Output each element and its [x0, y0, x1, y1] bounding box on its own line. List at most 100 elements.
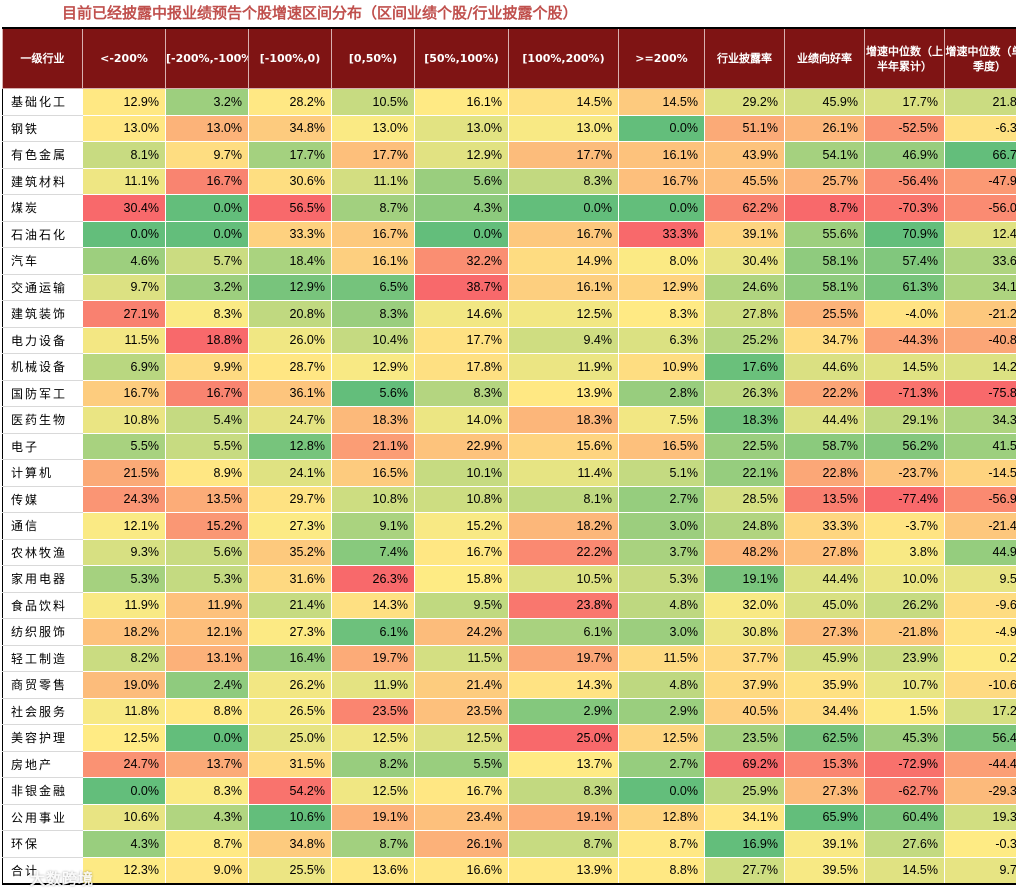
value-cell: 25.2%: [704, 326, 785, 354]
value-cell: 33.3%: [248, 220, 332, 248]
chart-title: 目前已经披露中报业绩预告个股增速区间分布（区间业绩个股/行业披露个股）: [62, 4, 578, 22]
value-cell: 8.3%: [165, 777, 249, 805]
value-cell: 26.1%: [414, 830, 509, 858]
value-cell: 45.9%: [784, 644, 865, 672]
header-col-0: <-200%: [82, 27, 166, 89]
value-cell: 12.9%: [331, 353, 415, 381]
value-cell: 61.3%: [864, 273, 945, 301]
value-cell: 12.5%: [331, 777, 415, 805]
value-cell: 57.4%: [864, 247, 945, 275]
value-cell: 10.6%: [82, 803, 166, 831]
value-cell: 9.1%: [331, 512, 415, 540]
value-cell: -23.7%: [864, 459, 945, 487]
value-cell: 12.5%: [82, 724, 166, 752]
value-cell: 0.0%: [618, 777, 705, 805]
value-cell: 12.9%: [414, 141, 509, 169]
value-cell: 16.7%: [165, 167, 249, 195]
value-cell: 18.3%: [508, 406, 619, 434]
value-cell: 19.7%: [508, 644, 619, 672]
value-cell: 25.0%: [248, 724, 332, 752]
value-cell: 39.5%: [784, 856, 865, 885]
value-cell: 11.5%: [414, 644, 509, 672]
value-cell: 30.4%: [704, 247, 785, 275]
value-cell: 25.5%: [784, 300, 865, 328]
table-row: 非银金融 0.0% 8.3% 54.2% 12.5% 16.7% 8.3% 0.0% 25.9%…: [2, 777, 1016, 805]
industry-name: 公用事业: [2, 803, 83, 831]
value-cell: 22.2%: [508, 538, 619, 566]
value-cell: 12.9%: [618, 273, 705, 301]
value-cell: -40.8%: [944, 326, 1016, 354]
value-cell: 12.5%: [508, 300, 619, 328]
industry-distribution-table: 一级行业 <-200% [-200%,-100%) [-100%,0) [0,50%)…: [2, 27, 1016, 885]
value-cell: 0.0%: [82, 220, 166, 248]
value-cell: 11.1%: [331, 167, 415, 195]
value-cell: 4.8%: [618, 591, 705, 619]
value-cell: 16.5%: [331, 459, 415, 487]
value-cell: 26.3%: [704, 379, 785, 407]
value-cell: 11.5%: [618, 644, 705, 672]
value-cell: 23.4%: [414, 803, 509, 831]
value-cell: -77.4%: [864, 485, 945, 513]
table-row: 机械设备 6.9% 9.9% 28.7% 12.9% 17.8% 11.9% 10.9% 17.…: [2, 353, 1016, 381]
value-cell: 0.0%: [165, 194, 249, 222]
value-cell: 24.1%: [248, 459, 332, 487]
industry-name: 传媒: [2, 485, 83, 513]
value-cell: 10.1%: [414, 459, 509, 487]
value-cell: 58.1%: [784, 247, 865, 275]
value-cell: -72.9%: [864, 750, 945, 778]
value-cell: 9.4%: [508, 326, 619, 354]
value-cell: 2.8%: [618, 379, 705, 407]
value-cell: 44.6%: [784, 353, 865, 381]
value-cell: 35.2%: [248, 538, 332, 566]
header-col-1: [-200%,-100%): [165, 27, 249, 89]
value-cell: 27.1%: [82, 300, 166, 328]
value-cell: 25.7%: [784, 167, 865, 195]
value-cell: 13.0%: [82, 114, 166, 142]
value-cell: 8.9%: [165, 459, 249, 487]
value-cell: 4.3%: [414, 194, 509, 222]
value-cell: 22.5%: [704, 432, 785, 460]
value-cell: 3.2%: [165, 88, 249, 116]
value-cell: 15.8%: [414, 565, 509, 593]
value-cell: 33.3%: [618, 220, 705, 248]
value-cell: -21.4%: [944, 512, 1016, 540]
value-cell: 34.8%: [248, 114, 332, 142]
value-cell: 11.9%: [82, 591, 166, 619]
value-cell: 8.8%: [618, 856, 705, 885]
value-cell: 37.7%: [704, 644, 785, 672]
value-cell: 16.4%: [248, 644, 332, 672]
value-cell: 21.4%: [248, 591, 332, 619]
industry-name: 美容护理: [2, 724, 83, 752]
header-col-4: [50%,100%): [414, 27, 509, 89]
value-cell: -21.2%: [944, 300, 1016, 328]
value-cell: 12.1%: [82, 512, 166, 540]
value-cell: 8.3%: [618, 300, 705, 328]
table-body: 基础化工 12.9% 3.2% 28.2% 10.5% 16.1% 14.5% 14.5% 29…: [2, 88, 1016, 885]
value-cell: 54.1%: [784, 141, 865, 169]
header-col-10: 增速中位数（单二季度）: [944, 27, 1016, 89]
value-cell: 22.2%: [784, 379, 865, 407]
value-cell: 12.8%: [248, 432, 332, 460]
value-cell: 8.3%: [165, 300, 249, 328]
value-cell: 5.6%: [414, 167, 509, 195]
value-cell: 34.3%: [944, 406, 1016, 434]
table-row: 基础化工 12.9% 3.2% 28.2% 10.5% 16.1% 14.5% 14.5% 29…: [2, 88, 1016, 116]
value-cell: -21.8%: [864, 618, 945, 646]
value-cell: 3.0%: [618, 512, 705, 540]
value-cell: 14.2%: [944, 353, 1016, 381]
value-cell: 18.2%: [82, 618, 166, 646]
industry-name: 钢铁: [2, 114, 83, 142]
header-col-8: 业绩向好率: [784, 27, 865, 89]
table-row: 电力设备 11.5% 18.8% 26.0% 10.4% 17.7% 9.4% 6.3% 25.…: [2, 326, 1016, 354]
value-cell: 2.9%: [508, 697, 619, 725]
value-cell: 4.3%: [165, 803, 249, 831]
industry-name: 计算机: [2, 459, 83, 487]
value-cell: 45.3%: [864, 724, 945, 752]
value-cell: 16.9%: [704, 830, 785, 858]
value-cell: 17.6%: [704, 353, 785, 381]
industry-name: 建筑材料: [2, 167, 83, 195]
value-cell: 13.1%: [165, 644, 249, 672]
value-cell: 11.4%: [508, 459, 619, 487]
value-cell: 17.7%: [248, 141, 332, 169]
value-cell: 17.2%: [944, 697, 1016, 725]
